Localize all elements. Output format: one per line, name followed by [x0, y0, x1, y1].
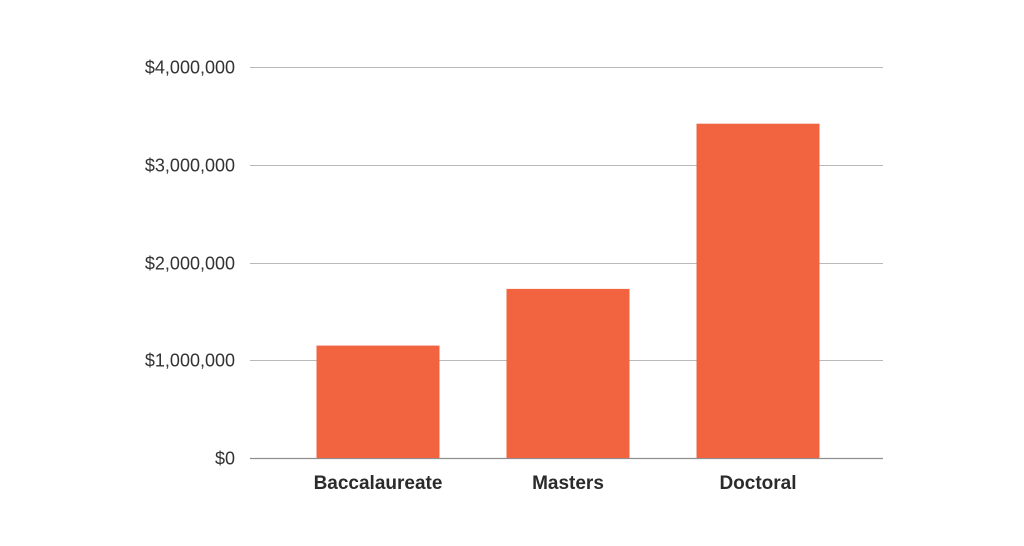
y-tick-label: $2,000,000 [145, 254, 235, 274]
bar-doctoral [696, 123, 820, 458]
x-category-label: Baccalaureate [314, 473, 443, 494]
x-axis-ticks: Baccalaureate Masters Doctoral [314, 473, 797, 494]
bar-masters [506, 288, 630, 458]
x-category-label: Doctoral [719, 473, 796, 494]
bar-baccalaureate [316, 345, 440, 458]
x-category-label: Masters [532, 473, 604, 494]
y-tick-label: $0 [215, 449, 235, 469]
y-tick-label: $3,000,000 [145, 156, 235, 176]
y-tick-label: $4,000,000 [145, 58, 235, 78]
y-axis-ticks: $0 $1,000,000 $2,000,000 $3,000,000 $4,000,0… [145, 58, 235, 469]
y-tick-label: $1,000,000 [145, 351, 235, 371]
bars [316, 123, 820, 458]
